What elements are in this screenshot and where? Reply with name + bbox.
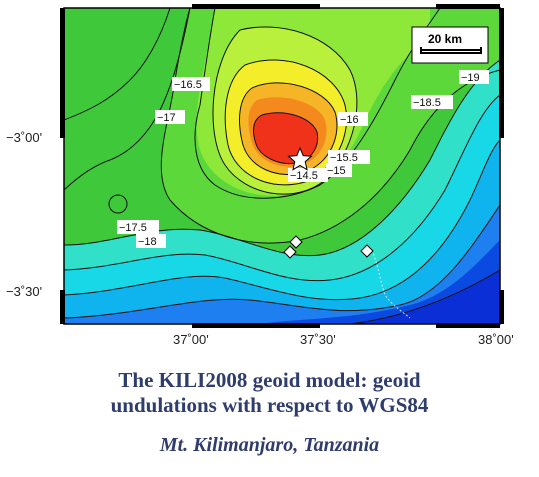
contour-label-17: −17 xyxy=(157,112,176,124)
y-tick-label-2: −3˚30' xyxy=(6,284,42,299)
contour-label-16: −16 xyxy=(340,114,359,126)
x-tick-label-1: 37˚00' xyxy=(173,332,209,347)
scale-bar-label: 20 km xyxy=(428,32,462,46)
contour-label-17.5: −17.5 xyxy=(119,222,147,234)
y-tick-label-1: −3˚00' xyxy=(6,130,42,145)
contour-label-14.5: −14.5 xyxy=(290,170,318,182)
contour-label-15: −15 xyxy=(327,165,346,177)
caption-title-line2: undulations with respect to WGS84 xyxy=(110,393,429,417)
scale-bar: 20 km xyxy=(411,26,489,64)
summit-star-icon xyxy=(287,146,313,171)
diamond-icon xyxy=(289,235,303,249)
contour-label-16.5: −16.5 xyxy=(174,79,202,91)
contour-label-group: −16.5 −17 −16 −15.5 −14.5 −15 −17.5 −18 … xyxy=(117,70,489,248)
caption-title-line1: The KILI2008 geoid model: geoid xyxy=(118,368,421,392)
contour-label-15.5: −15.5 xyxy=(330,152,358,164)
geoid-map: −3˚00' −3˚30' 37˚00' 37˚30' 38˚00' 20 km… xyxy=(6,4,514,347)
x-tick-label-3: 38˚00' xyxy=(478,332,514,347)
contour-label-18: −18 xyxy=(138,236,157,248)
frame-bands xyxy=(60,4,504,328)
contour-label-19: −19 xyxy=(461,72,480,84)
x-tick-label-2: 37˚30' xyxy=(300,332,336,347)
contour-label-18.5: −18.5 xyxy=(413,97,441,109)
station-markers xyxy=(283,235,374,259)
diamond-icon xyxy=(360,244,374,258)
caption-title: The KILI2008 geoid model: geoid undulati… xyxy=(0,368,539,418)
caption-subtitle: Mt. Kilimanjaro, Tanzania xyxy=(159,434,380,456)
diamond-icon xyxy=(283,245,297,259)
